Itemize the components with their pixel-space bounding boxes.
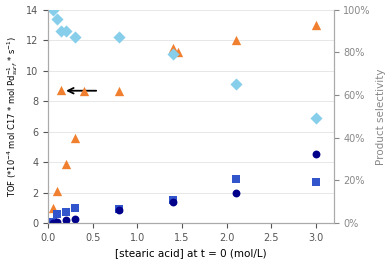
- Point: [63, 162, 69, 167]
- X-axis label: [stearic acid] at t = 0 (mol/L): [stearic acid] at t = 0 (mol/L): [115, 248, 267, 258]
- Point: [174, 50, 181, 54]
- Point: [313, 180, 319, 184]
- Point: [49, 220, 56, 224]
- Point: [63, 210, 69, 215]
- Point: [72, 136, 78, 140]
- Point: [232, 82, 239, 86]
- Point: [54, 189, 60, 193]
- Point: [49, 221, 56, 225]
- Point: [49, 7, 56, 12]
- Point: [116, 208, 123, 212]
- Point: [116, 208, 123, 212]
- Point: [313, 116, 319, 120]
- Point: [313, 23, 319, 27]
- Point: [170, 200, 176, 204]
- Point: [58, 29, 65, 33]
- Point: [72, 206, 78, 210]
- Point: [116, 89, 123, 93]
- Point: [54, 220, 60, 224]
- Point: [72, 35, 78, 39]
- Point: [170, 198, 176, 202]
- Point: [58, 88, 65, 93]
- Point: [63, 218, 69, 222]
- Point: [49, 206, 56, 210]
- Y-axis label: Product selectivity: Product selectivity: [376, 68, 387, 165]
- Point: [72, 217, 78, 221]
- Point: [81, 89, 87, 93]
- Point: [63, 29, 69, 33]
- Point: [232, 38, 239, 42]
- Point: [170, 52, 176, 56]
- Point: [232, 177, 239, 181]
- Point: [232, 191, 239, 196]
- Y-axis label: TOF (*10$^{-4}$ mol C17 * mol Pd$_{surf}^{-1}$ * s$^{-1}$): TOF (*10$^{-4}$ mol C17 * mol Pd$_{surf}…: [5, 36, 20, 197]
- Point: [170, 46, 176, 50]
- Point: [116, 35, 123, 39]
- Point: [313, 152, 319, 156]
- Point: [54, 212, 60, 216]
- Point: [54, 17, 60, 21]
